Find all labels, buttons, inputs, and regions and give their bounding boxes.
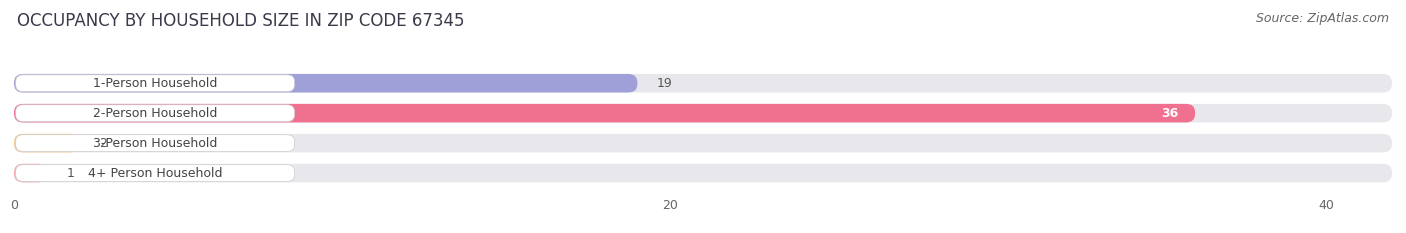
FancyBboxPatch shape xyxy=(15,165,295,182)
Text: 4+ Person Household: 4+ Person Household xyxy=(89,167,222,180)
Text: 2-Person Household: 2-Person Household xyxy=(93,107,218,120)
FancyBboxPatch shape xyxy=(15,75,295,92)
FancyBboxPatch shape xyxy=(14,104,1392,123)
FancyBboxPatch shape xyxy=(15,105,295,122)
Text: 36: 36 xyxy=(1161,107,1178,120)
Text: 1: 1 xyxy=(66,167,75,180)
FancyBboxPatch shape xyxy=(14,74,1392,93)
Text: 2: 2 xyxy=(100,137,107,150)
Text: 19: 19 xyxy=(657,77,673,90)
Text: 1-Person Household: 1-Person Household xyxy=(93,77,218,90)
Text: 3-Person Household: 3-Person Household xyxy=(93,137,218,150)
Text: OCCUPANCY BY HOUSEHOLD SIZE IN ZIP CODE 67345: OCCUPANCY BY HOUSEHOLD SIZE IN ZIP CODE … xyxy=(17,12,464,30)
FancyBboxPatch shape xyxy=(14,134,80,152)
FancyBboxPatch shape xyxy=(14,104,1195,123)
Text: Source: ZipAtlas.com: Source: ZipAtlas.com xyxy=(1256,12,1389,25)
FancyBboxPatch shape xyxy=(14,164,46,182)
FancyBboxPatch shape xyxy=(14,164,1392,182)
FancyBboxPatch shape xyxy=(14,134,1392,152)
FancyBboxPatch shape xyxy=(15,135,295,151)
FancyBboxPatch shape xyxy=(14,74,637,93)
